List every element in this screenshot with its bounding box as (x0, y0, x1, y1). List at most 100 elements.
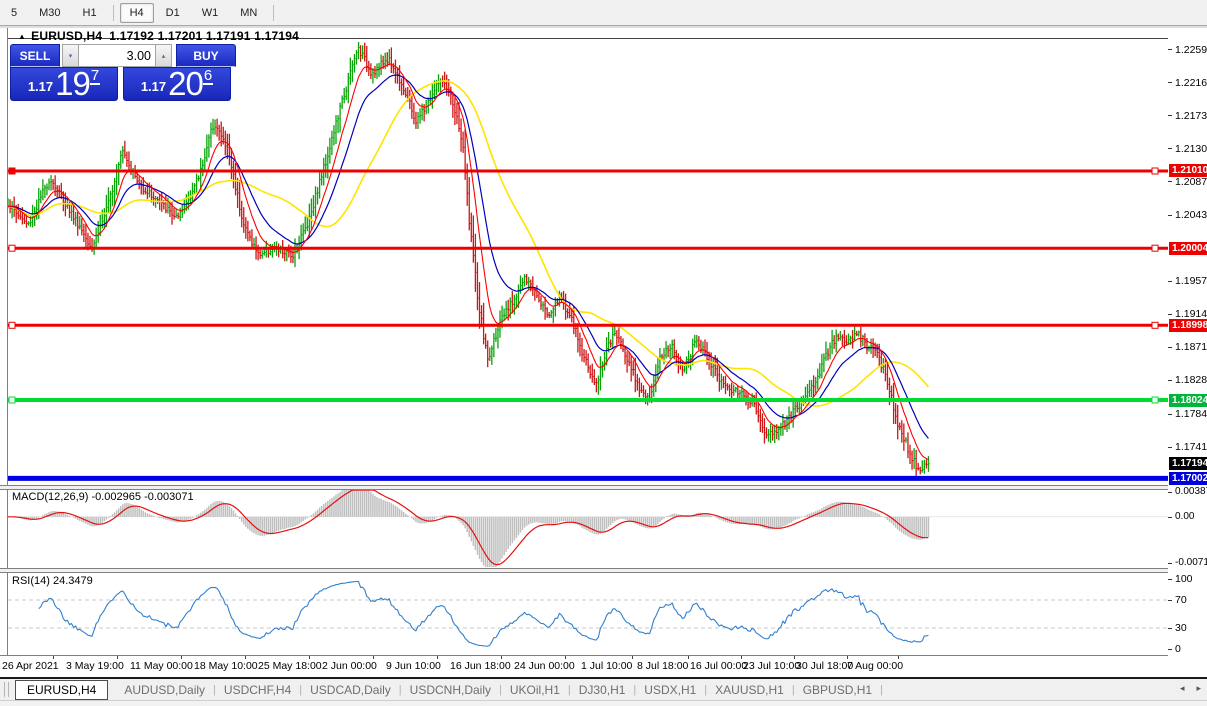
toolbar-button-m30[interactable]: M30 (39, 6, 61, 19)
time-label: 26 Apr 2021 (2, 660, 59, 672)
time-label: 3 May 19:00 (66, 660, 124, 672)
price-badge-1-21010: 1.21010 (1169, 164, 1207, 178)
price-tick-label: 1.17840 (1175, 408, 1207, 421)
time-label: 30 Jul 18:00 (796, 660, 854, 672)
price-tick (1168, 49, 1172, 51)
tab-usdx-h1[interactable]: USDX,H1 (644, 682, 697, 697)
macd-label: MACD(12,26,9) -0.002965 -0.003071 (12, 491, 194, 503)
tab-xauusd-h1[interactable]: XAUUSD,H1 (715, 682, 784, 697)
time-label: 1 Jul 10:00 (581, 660, 633, 672)
buy-price-panel[interactable]: 1.17 20 6 (123, 67, 231, 101)
rsi-border-top (0, 572, 1168, 573)
tab-eurusd-h4[interactable]: EURUSD,H4 (15, 679, 109, 700)
volume-increase-button[interactable]: ▴ (155, 44, 172, 67)
window-bottom-edge (0, 700, 1207, 706)
tabs-container: EURUSD,H4 AUDUSD,Daily | USDCHF,H4 | USDCAD,D… (15, 679, 883, 700)
buy-button[interactable]: BUY (176, 44, 236, 67)
plot-top-border (7, 38, 1168, 39)
tab-separator: | (791, 683, 795, 696)
time-axis[interactable]: 26 Apr 2021 3 May 19:00 11 May 00:00 18 May… (0, 656, 1168, 677)
price-tick (1168, 148, 1172, 150)
chart-symbol: EURUSD,H4 (31, 29, 103, 43)
volume-decrease-button[interactable]: ▾ (62, 44, 79, 67)
macd-axis-tick (1168, 562, 1172, 564)
price-axis[interactable]: 1.22590 1.22160 1.21730 1.21300 1.20870 1.204… (1168, 26, 1207, 677)
chart-title: ▲ EURUSD,H4 1.17192 1.17201 1.17191 1.1719… (18, 29, 299, 43)
sell-price-prefix: 1.17 (27, 79, 54, 94)
time-label: 7 Aug 00:00 (847, 660, 904, 672)
tab-ukoil-h1[interactable]: UKOil,H1 (509, 682, 560, 697)
tab-gbpusd-h1[interactable]: GBPUSD,H1 (802, 682, 873, 697)
sell-price-panel[interactable]: 1.17 19 7 (10, 67, 118, 101)
tab-scroll-left-icon[interactable]: ◂ (1179, 683, 1185, 693)
price-tick (1168, 446, 1172, 448)
time-tick (847, 656, 848, 659)
collapse-icon[interactable]: ▲ (18, 32, 27, 41)
candlestick-chart[interactable] (8, 38, 1168, 483)
buy-price-pipette: 6 (202, 67, 214, 85)
time-tick (794, 656, 795, 659)
time-label: 9 Jun 10:00 (386, 660, 441, 672)
rsi-axis-tick (1168, 600, 1172, 601)
price-badge-1-18024: 1.18024 (1169, 393, 1207, 407)
rsi-axis-label: 30 (1175, 622, 1187, 634)
time-tick (373, 656, 374, 659)
price-tick (1168, 280, 1172, 282)
price-badge-1-17002: 1.17002 (1169, 471, 1207, 485)
rsi-border-bottom (0, 655, 1168, 656)
price-tick-label: 1.19570 (1175, 275, 1207, 288)
time-tick (53, 656, 54, 659)
macd-axis-label: -0.00719 (1175, 556, 1207, 568)
price-tick (1168, 413, 1172, 415)
price-tick-label: 1.18710 (1175, 341, 1207, 354)
tab-bar-grip[interactable] (4, 682, 9, 697)
tab-usdcad-daily[interactable]: USDCAD,Daily (310, 682, 391, 697)
tab-usdchf-h4[interactable]: USDCHF,H4 (223, 682, 292, 697)
tab-audusd-daily[interactable]: AUDUSD,Daily (124, 682, 206, 697)
price-tick (1168, 82, 1172, 84)
sell-button[interactable]: SELL (10, 44, 60, 67)
toolbar-button-5[interactable]: 5 (11, 6, 18, 19)
rsi-axis-tick (1168, 649, 1172, 650)
price-tick-label: 1.22160 (1175, 76, 1207, 89)
buy-price-big: 20 (168, 65, 204, 102)
price-tick-label: 1.17410 (1175, 441, 1207, 454)
time-tick (437, 656, 438, 659)
toolbar-button-d1[interactable]: D1 (165, 6, 180, 19)
price-tick (1168, 214, 1172, 216)
time-label: 24 Jun 00:00 (514, 660, 575, 672)
price-tick-label: 1.19140 (1175, 308, 1207, 321)
time-tick (688, 656, 689, 659)
toolbar-button-h1[interactable]: H1 (82, 6, 97, 19)
price-tick (1168, 379, 1172, 381)
rsi-divider-band[interactable] (0, 569, 1168, 572)
toolbar-button-w1[interactable]: W1 (201, 6, 219, 19)
rsi-axis-label: 100 (1175, 573, 1193, 585)
macd-border-bottom (0, 568, 1168, 569)
sell-price-pipette: 7 (89, 67, 101, 85)
toolbar-separator (273, 4, 275, 21)
tab-usdcnh-daily[interactable]: USDCNH,Daily (409, 682, 491, 697)
macd-indicator-chart[interactable] (8, 490, 1168, 568)
chart-area[interactable]: ▲ EURUSD,H4 1.17192 1.17201 1.17191 1.1719… (0, 26, 1207, 677)
time-tick (117, 656, 118, 659)
chart-tab-bar: EURUSD,H4 AUDUSD,Daily | USDCHF,H4 | USDCAD,D… (0, 679, 1207, 700)
price-tick (1168, 313, 1172, 315)
time-label: 8 Jul 18:00 (637, 660, 689, 672)
rsi-label: RSI(14) 24.3479 (12, 575, 93, 587)
toolbar-button-h4[interactable]: H4 (119, 2, 154, 23)
price-tick-label: 1.21730 (1175, 109, 1207, 122)
tab-scroll-right-icon[interactable]: ▸ (1196, 683, 1201, 693)
toolbar-button-mn[interactable]: MN (240, 6, 258, 19)
macd-divider-band[interactable] (0, 486, 1168, 489)
tab-dj30-h1[interactable]: DJ30,H1 (578, 682, 626, 697)
price-tick-label: 1.20870 (1175, 175, 1207, 188)
time-tick (501, 656, 502, 659)
tab-bar-top-border (0, 677, 1207, 679)
toolbar-separator (112, 4, 114, 21)
rsi-indicator-chart[interactable] (8, 573, 1168, 655)
tab-separator: | (880, 683, 883, 696)
volume-input[interactable] (79, 44, 155, 67)
